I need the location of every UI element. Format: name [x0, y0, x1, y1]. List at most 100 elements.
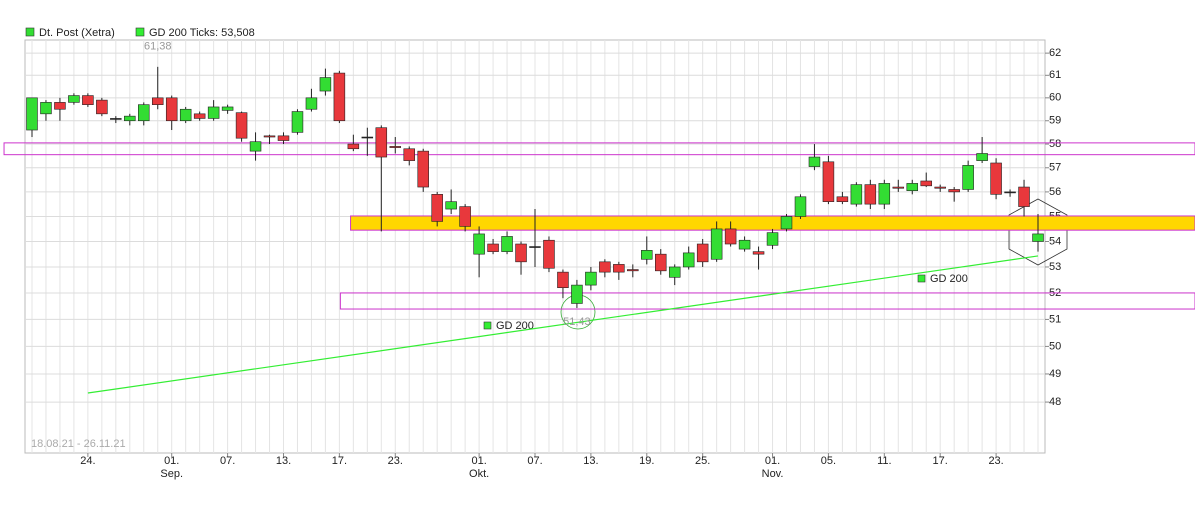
candle-body — [850, 184, 863, 205]
candle-body — [333, 72, 346, 122]
candle-body — [976, 153, 988, 161]
date-range: 18.08.21 - 26.11.21 — [31, 438, 126, 450]
candle-body — [68, 95, 80, 103]
legend-label: Dt. Post (Xetra) — [39, 27, 115, 39]
candle-body — [291, 111, 304, 133]
candle-body — [26, 97, 38, 131]
x-tick-label: 23. — [988, 455, 1003, 467]
y-tick-label: 62 — [1049, 47, 1061, 59]
candle-body — [96, 99, 108, 115]
x-tick-label: 23. — [388, 455, 403, 467]
y-tick-label: 59 — [1049, 115, 1061, 127]
annotation: 61,38 — [144, 41, 172, 53]
candle-body — [459, 206, 471, 227]
candle-body — [990, 162, 1002, 195]
candle-body — [529, 246, 541, 248]
candle-body — [696, 243, 709, 263]
x-month-label: Nov. — [762, 468, 784, 480]
candle-body — [641, 250, 653, 260]
gd200-label: GD 200 — [930, 273, 968, 285]
x-tick-label: 01. — [164, 455, 179, 467]
legend-label: GD 200 Ticks: 53,508 — [149, 27, 255, 39]
highlight-hexagon — [1008, 198, 1068, 266]
candle-body — [445, 201, 457, 210]
candle-body — [1004, 191, 1016, 194]
candle-body — [515, 243, 527, 263]
candle-body — [892, 186, 905, 189]
candle-body — [193, 113, 206, 119]
candle-body — [319, 77, 332, 92]
candle-body — [682, 252, 695, 268]
y-tick-label: 49 — [1049, 368, 1061, 380]
candle-body — [40, 102, 52, 115]
candle-body — [836, 196, 849, 202]
y-tick-label: 57 — [1049, 162, 1061, 174]
x-tick-label: 11. — [877, 455, 891, 467]
candle-body — [501, 236, 513, 252]
candle-body — [473, 233, 485, 255]
x-month-label: Sep. — [160, 468, 183, 480]
candle-body — [347, 143, 360, 150]
candle-body — [808, 156, 821, 167]
candle-body — [738, 239, 751, 250]
candle-body — [124, 115, 136, 122]
x-tick-label: 25. — [695, 455, 710, 467]
legend-swatch — [25, 27, 35, 37]
candle-body — [249, 141, 262, 152]
x-tick-label: 13. — [276, 455, 291, 467]
candle-body — [1018, 186, 1030, 207]
gd200-marker — [917, 274, 926, 283]
candle-body — [948, 189, 960, 193]
x-tick-label: 13. — [583, 455, 598, 467]
y-tick-label: 56 — [1049, 186, 1061, 198]
candle-body — [655, 253, 667, 272]
candle-body — [962, 165, 974, 190]
candle-body — [599, 261, 611, 273]
candle-body — [263, 135, 276, 138]
y-tick-label: 60 — [1049, 92, 1061, 104]
y-tick-label: 54 — [1049, 235, 1061, 247]
x-tick-label: 07. — [220, 455, 235, 467]
candle-body — [138, 104, 150, 122]
candle-body — [235, 112, 248, 139]
x-tick-label: 01. — [471, 455, 486, 467]
candle-body — [668, 266, 681, 278]
gd200-marker — [483, 321, 492, 330]
x-tick-label: 05. — [821, 455, 836, 467]
candle-body — [906, 183, 919, 191]
candle-body — [794, 196, 807, 217]
zone — [339, 292, 1195, 310]
gd200-label: GD 200 — [496, 320, 534, 332]
candle-body — [934, 186, 946, 189]
x-tick-label: 17. — [933, 455, 948, 467]
y-tick-label: 51 — [1049, 313, 1061, 325]
candle-body — [207, 106, 220, 119]
candle-body — [403, 148, 415, 161]
candle-body — [151, 97, 164, 105]
y-tick-label: 58 — [1049, 138, 1061, 150]
annotation: 51,43 — [563, 316, 591, 328]
x-tick-label: 17. — [332, 455, 347, 467]
y-tick-label: 61 — [1049, 69, 1061, 81]
candle-body — [110, 118, 122, 120]
x-tick-label: 01. — [765, 455, 780, 467]
candle-body — [361, 136, 374, 139]
candle-body — [864, 184, 877, 205]
candle-body — [375, 127, 388, 158]
candle-body — [724, 228, 737, 245]
candle-body — [431, 194, 443, 222]
candle-body — [585, 271, 597, 286]
zone — [350, 215, 1195, 231]
candle-body — [1032, 233, 1044, 242]
candle-body — [277, 135, 290, 141]
candle-body — [752, 251, 765, 255]
y-tick-label: 53 — [1049, 261, 1061, 273]
candle-body — [221, 106, 234, 111]
x-month-label: Okt. — [469, 468, 489, 480]
candle-body — [920, 180, 932, 187]
x-tick-label: 19. — [639, 455, 654, 467]
legend-swatch — [135, 27, 145, 37]
candle-body — [822, 161, 835, 202]
candle-body — [627, 269, 639, 272]
